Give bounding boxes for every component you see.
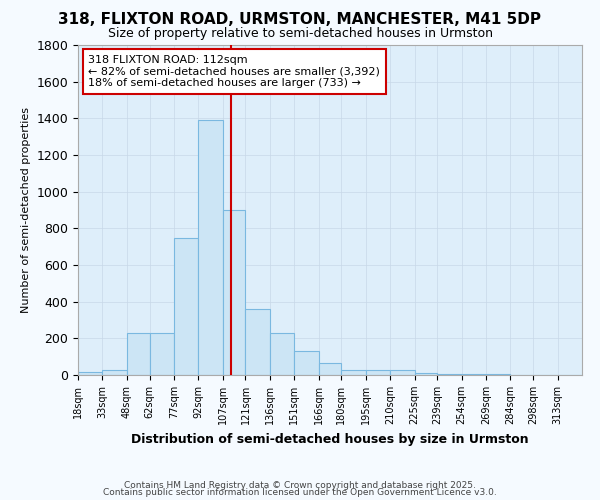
- Bar: [366, 370, 390, 375]
- Bar: [223, 210, 245, 375]
- Bar: [415, 373, 437, 375]
- Bar: [390, 370, 415, 375]
- Bar: [461, 374, 486, 375]
- Bar: [486, 374, 511, 375]
- Y-axis label: Number of semi-detached properties: Number of semi-detached properties: [21, 107, 31, 313]
- X-axis label: Distribution of semi-detached houses by size in Urmston: Distribution of semi-detached houses by …: [131, 432, 529, 446]
- Text: Size of property relative to semi-detached houses in Urmston: Size of property relative to semi-detach…: [107, 28, 493, 40]
- Bar: [437, 374, 461, 375]
- Bar: [174, 238, 199, 375]
- Bar: [319, 363, 341, 375]
- Text: 318 FLIXTON ROAD: 112sqm
← 82% of semi-detached houses are smaller (3,392)
18% o: 318 FLIXTON ROAD: 112sqm ← 82% of semi-d…: [88, 55, 380, 88]
- Bar: [103, 370, 127, 375]
- Bar: [294, 351, 319, 375]
- Bar: [245, 309, 270, 375]
- Bar: [341, 370, 366, 375]
- Text: Contains HM Land Registry data © Crown copyright and database right 2025.: Contains HM Land Registry data © Crown c…: [124, 480, 476, 490]
- Bar: [127, 333, 149, 375]
- Bar: [270, 333, 294, 375]
- Text: 318, FLIXTON ROAD, URMSTON, MANCHESTER, M41 5DP: 318, FLIXTON ROAD, URMSTON, MANCHESTER, …: [59, 12, 542, 28]
- Bar: [199, 120, 223, 375]
- Bar: [78, 372, 103, 375]
- Bar: [149, 333, 174, 375]
- Text: Contains public sector information licensed under the Open Government Licence v3: Contains public sector information licen…: [103, 488, 497, 497]
